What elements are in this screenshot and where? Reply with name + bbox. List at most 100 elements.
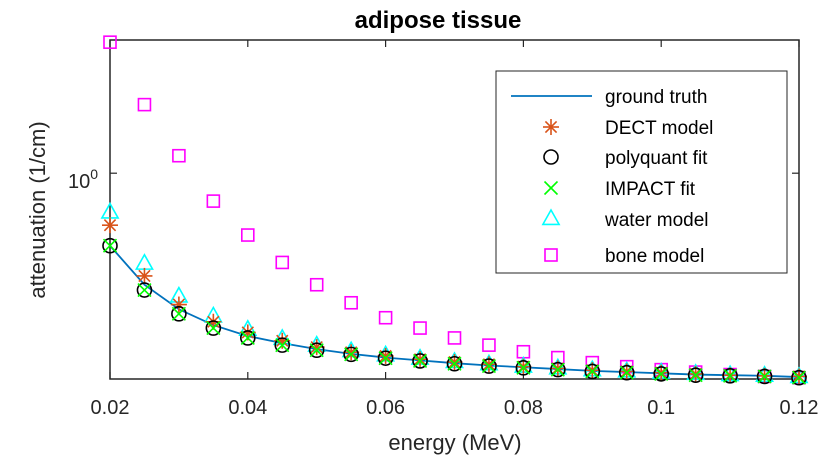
asterisk-stroke	[586, 364, 599, 377]
x-stroke	[102, 238, 118, 253]
y-tick-base: 10	[68, 171, 90, 193]
data-point-polyquant-fit	[343, 346, 359, 363]
data-point-bone-model	[378, 310, 393, 325]
data-point-impact-fit	[791, 370, 807, 385]
data-point-bone-model	[241, 228, 255, 242]
data-point-impact-fit	[240, 330, 255, 345]
data-point-impact-fit	[344, 347, 359, 362]
data-point-impact-fit	[585, 364, 600, 379]
x-tick-label: 0.12	[780, 397, 819, 419]
data-point-polyquant-fit	[481, 358, 497, 374]
legend-marker-swatch	[541, 208, 561, 226]
data-point-bone-model	[137, 97, 152, 112]
y-axis-label: attenuation (1/cm)	[25, 121, 50, 298]
asterisk-stroke	[138, 269, 151, 283]
asterisk-stroke	[276, 334, 289, 347]
series-polyquant-fit	[102, 237, 807, 386]
data-point-impact-fit	[137, 282, 152, 298]
legend-label: bone model	[605, 246, 704, 267]
x-stroke	[516, 360, 531, 375]
x-stroke	[550, 362, 565, 377]
legend-label: IMPACT fit	[605, 179, 696, 200]
legend-item-polyquant-fit: polyquant fit	[543, 148, 708, 169]
legend-item-impact-fit: IMPACT fit	[543, 179, 696, 200]
x-stroke	[275, 338, 290, 353]
x-stroke	[447, 356, 462, 371]
legend-marker-swatch	[543, 180, 559, 196]
x-stroke	[723, 368, 738, 383]
data-point-polyquant-fit	[205, 320, 222, 336]
chart-title: adipose tissue	[355, 7, 522, 34]
data-point-impact-fit	[206, 320, 221, 336]
legend-item-water-model: water model	[541, 208, 709, 231]
data-point-impact-fit	[550, 362, 565, 377]
x-stroke	[344, 347, 359, 362]
data-point-polyquant-fit	[377, 350, 394, 366]
data-point-polyquant-fit	[584, 363, 601, 380]
x-stroke	[378, 351, 393, 366]
data-point-polyquant-fit	[687, 367, 704, 383]
data-point-impact-fit	[757, 369, 772, 384]
data-point-bone-model	[103, 35, 117, 49]
data-point-polyquant-fit	[274, 337, 291, 353]
data-point-polyquant-fit	[412, 353, 428, 369]
data-point-dect-model	[584, 362, 601, 379]
data-point-polyquant-fit	[446, 355, 463, 372]
legend: ground truth DECT model polyquant fit IMPAC…	[495, 70, 788, 274]
series-layer	[100, 35, 809, 386]
data-point-bone-model	[482, 338, 496, 352]
legend-item-bone-model: bone model	[544, 246, 704, 267]
x-tick-label: 0.04	[228, 397, 267, 419]
x-stroke	[412, 353, 428, 368]
x-stroke	[585, 364, 600, 379]
data-point-impact-fit	[481, 359, 497, 374]
data-point-impact-fit	[378, 351, 393, 366]
data-point-impact-fit	[275, 338, 290, 353]
legend-label: polyquant fit	[605, 148, 708, 169]
data-point-impact-fit	[654, 366, 669, 381]
data-point-impact-fit	[619, 365, 634, 380]
data-point-impact-fit	[688, 368, 703, 383]
data-point-bone-model	[172, 148, 186, 163]
x-stroke	[137, 282, 152, 298]
legend-marker-swatch	[544, 248, 558, 262]
x-stroke	[240, 330, 255, 345]
data-point-polyquant-fit	[308, 342, 325, 358]
data-point-polyquant-fit	[550, 361, 566, 378]
x-stroke	[206, 320, 221, 336]
x-stroke	[171, 306, 186, 321]
data-point-impact-fit	[309, 343, 324, 358]
x-stroke	[619, 365, 634, 380]
data-point-bone-model	[206, 194, 221, 208]
legend-item-ground-truth: ground truth	[511, 87, 707, 108]
data-point-polyquant-fit	[102, 237, 118, 254]
data-point-polyquant-fit	[791, 369, 807, 386]
data-point-bone-model	[275, 255, 290, 270]
y-tick-label: 100	[68, 166, 98, 193]
x-tick-label: 0.1	[647, 397, 675, 419]
asterisk-stroke	[103, 219, 117, 232]
data-point-impact-fit	[516, 360, 531, 375]
asterisk-stroke	[241, 326, 254, 339]
data-point-bone-model	[344, 295, 358, 310]
data-point-dect-model	[136, 267, 153, 284]
legend-box	[495, 70, 788, 274]
data-point-polyquant-fit	[240, 330, 256, 346]
legend-marker-swatch	[543, 119, 559, 135]
asterisk-stroke	[517, 360, 530, 373]
data-point-impact-fit	[723, 368, 738, 383]
legend-label: ground truth	[605, 87, 707, 108]
legend-marker-swatch	[543, 149, 559, 165]
data-point-impact-fit	[171, 306, 186, 321]
y-tick-exponent: 0	[90, 166, 98, 182]
data-point-polyquant-fit	[136, 282, 153, 298]
x-tick-label: 0.06	[366, 397, 405, 419]
x-stroke	[543, 180, 559, 196]
data-point-bone-model	[309, 277, 324, 292]
data-point-impact-fit	[102, 238, 118, 253]
data-point-impact-fit	[412, 353, 428, 368]
asterisk-stroke	[544, 120, 558, 134]
x-stroke	[481, 359, 497, 374]
legend-label: DECT model	[605, 118, 713, 139]
data-point-bone-model	[447, 331, 462, 345]
